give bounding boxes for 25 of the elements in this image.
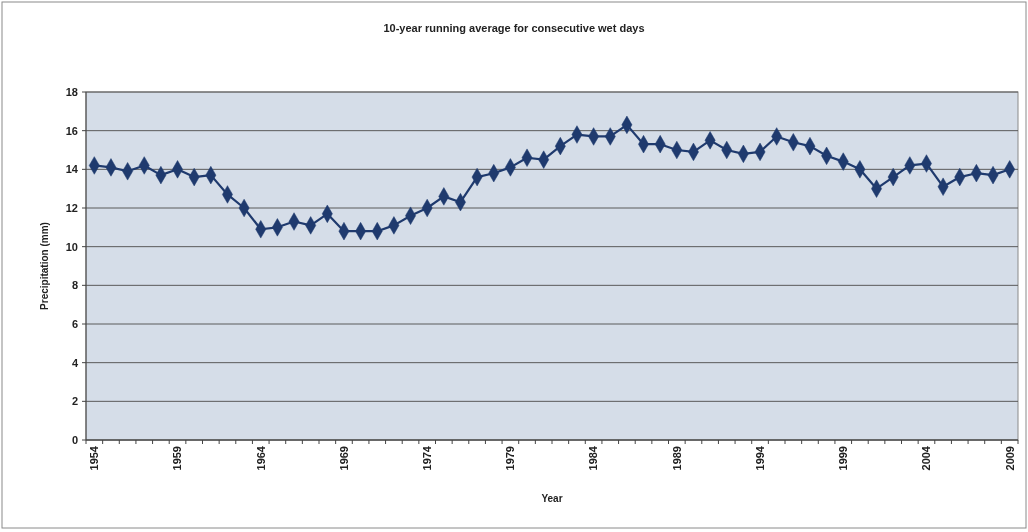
y-tick-label: 10 xyxy=(65,240,78,253)
y-tick-label: 0 xyxy=(71,433,78,446)
x-tick-label: 1954 xyxy=(88,445,101,471)
y-tick-label: 8 xyxy=(71,279,78,292)
x-tick-label: 1974 xyxy=(421,445,434,471)
x-tick-label: 1964 xyxy=(254,445,267,471)
x-tick-label: 2009 xyxy=(1003,446,1016,471)
x-tick-label: 1959 xyxy=(171,446,184,471)
y-tick-label: 6 xyxy=(71,317,78,330)
x-tick-label: 1979 xyxy=(504,446,517,471)
y-tick-label: 18 xyxy=(65,85,78,98)
x-tick-label: 2004 xyxy=(920,445,933,471)
x-axis-title: Year xyxy=(541,493,563,504)
y-axis-title: Precipitation (mm) xyxy=(39,222,50,310)
y-tick-label: 12 xyxy=(65,201,78,214)
y-tick-label: 4 xyxy=(71,356,79,369)
y-tick-label: 14 xyxy=(65,163,79,176)
x-tick-label: 1989 xyxy=(670,446,683,471)
y-tick-label: 16 xyxy=(65,124,78,137)
x-tick-label: 1969 xyxy=(337,446,350,471)
x-tick-label: 1999 xyxy=(837,446,850,471)
y-tick-label: 2 xyxy=(71,395,78,408)
chart-title: 10-year running average for consecutive wet days xyxy=(383,22,645,34)
x-tick-label: 1984 xyxy=(587,445,600,471)
x-tick-label: 1994 xyxy=(753,445,766,471)
